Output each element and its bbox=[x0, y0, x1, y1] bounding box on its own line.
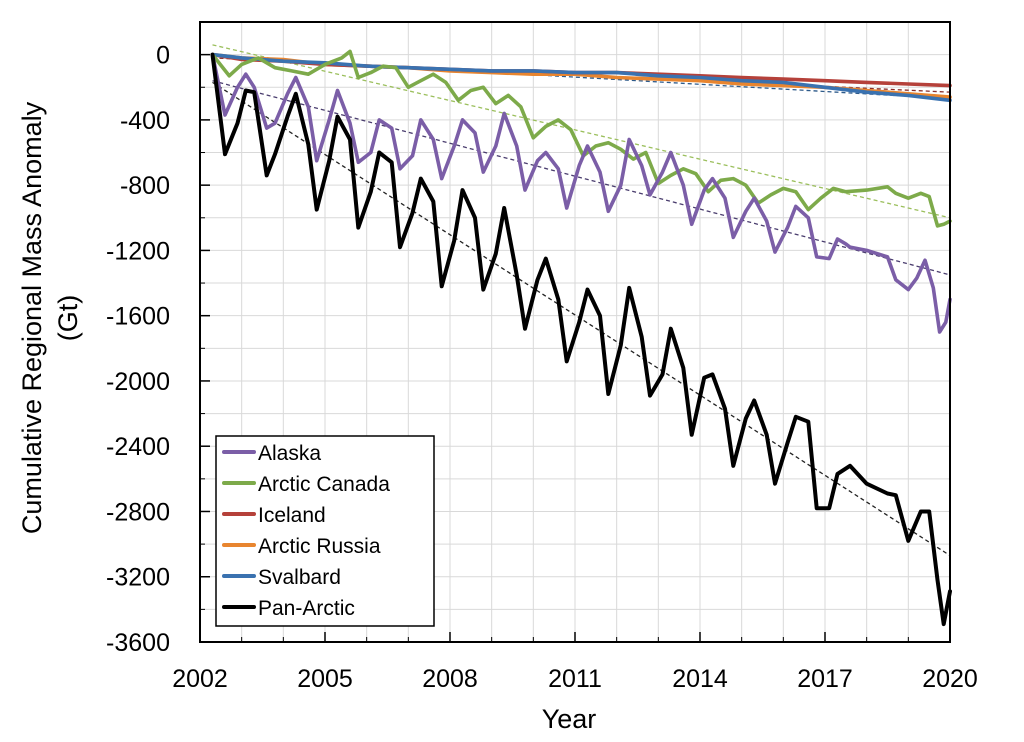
x-tick-label: 2005 bbox=[297, 665, 353, 693]
axes: 0 -400 -800 -1200 -1600 -2000 -2400 -2800 -3200 -… bbox=[106, 42, 978, 693]
legend-label: Iceland bbox=[258, 504, 326, 527]
y-tick-label: -2400 bbox=[106, 433, 170, 461]
x-tick-label: 2002 bbox=[172, 665, 228, 693]
series-lines bbox=[210, 49, 952, 627]
legend-box bbox=[215, 435, 435, 627]
trend-line-pan-arctic bbox=[212, 81, 951, 557]
y-tick-label: -800 bbox=[120, 172, 170, 200]
legend-label: Alaska bbox=[258, 442, 321, 465]
x-tick-label: 2008 bbox=[422, 665, 478, 693]
legend-label: Arctic Canada bbox=[258, 473, 390, 496]
legend-label: Pan-Arctic bbox=[258, 597, 355, 620]
trend-line-arctic-canada bbox=[212, 44, 951, 219]
legend-label: Svalbard bbox=[258, 566, 341, 589]
y-tick-label: -3200 bbox=[106, 564, 170, 592]
y-tick-label: -2800 bbox=[106, 498, 170, 526]
y-tick-label: -2000 bbox=[106, 368, 170, 396]
y-tick-label: -3600 bbox=[106, 629, 170, 657]
y-tick-label: 0 bbox=[156, 42, 170, 70]
grid bbox=[200, 22, 950, 642]
legend-label: Arctic Russia bbox=[258, 535, 381, 558]
series-line-alaska bbox=[210, 52, 952, 334]
series-line-pan-arctic bbox=[210, 52, 952, 627]
x-tick-label: 2020 bbox=[922, 665, 978, 693]
x-tick-label: 2011 bbox=[548, 665, 602, 693]
y-axis-title-line-2: (Gt) bbox=[53, 295, 83, 342]
y-tick-label: -400 bbox=[120, 107, 170, 135]
y-tick-label: -1200 bbox=[106, 237, 170, 265]
trend-lines bbox=[212, 44, 951, 557]
y-tick-label: -1600 bbox=[106, 303, 170, 331]
legend: Alaska Arctic Canada Iceland Arctic Russia S… bbox=[215, 435, 435, 627]
series-line-arctic-canada bbox=[210, 49, 952, 228]
y-axis-title: Cumulative Regional Mass Anomaly (Gt) bbox=[17, 101, 83, 534]
x-tick-label: 2014 bbox=[672, 665, 728, 693]
x-axis-title: Year bbox=[542, 704, 597, 734]
y-axis-title-line-1: Cumulative Regional Mass Anomaly bbox=[17, 101, 47, 534]
x-tick-label: 2017 bbox=[797, 665, 853, 693]
trend-line-alaska bbox=[212, 80, 951, 276]
